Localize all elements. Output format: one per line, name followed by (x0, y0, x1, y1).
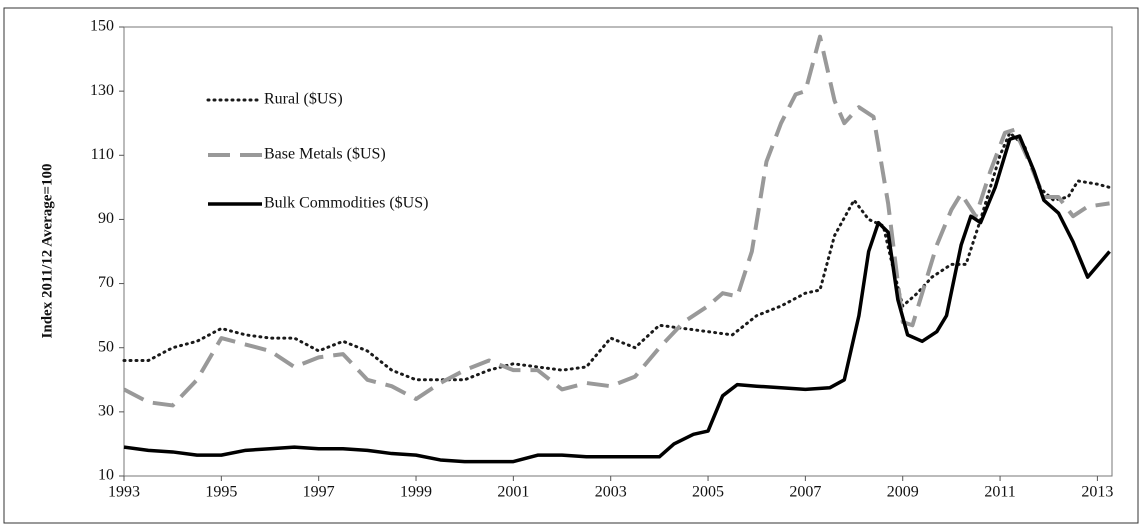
x-tick-label: 1999 (400, 484, 432, 501)
y-axis-label: Index 2011/12 Average=100 (39, 164, 55, 339)
y-tick-label: 150 (90, 18, 114, 35)
y-tick-label: 130 (90, 82, 114, 99)
legend-label: Rural ($US) (264, 91, 343, 108)
y-tick-label: 70 (98, 274, 114, 291)
y-tick-label: 90 (98, 210, 114, 227)
x-tick-label: 1997 (303, 484, 335, 501)
x-tick-label: 2007 (789, 484, 821, 501)
series-line (123, 134, 1111, 464)
x-tick-label: 2009 (887, 484, 919, 501)
series-line (122, 131, 1112, 382)
chart-frame (3, 7, 1139, 524)
legend-label: Base Metals ($US) (264, 146, 386, 163)
x-tick-label: 2003 (595, 484, 627, 501)
legend-label: Bulk Commodities ($US) (264, 195, 428, 212)
x-tick-label: 1993 (108, 484, 140, 501)
plot-frame (123, 26, 1113, 477)
y-tick-label: 50 (98, 338, 114, 355)
y-tick-label: 10 (98, 467, 114, 484)
x-tick-label: 2001 (497, 484, 529, 501)
x-tick-label: 2005 (692, 484, 724, 501)
y-tick-label: 110 (91, 146, 114, 163)
y-tick-label: 30 (98, 403, 114, 420)
x-tick-label: 2013 (1081, 484, 1113, 501)
x-tick-label: 1995 (205, 484, 237, 501)
series-line (123, 34, 1110, 408)
x-tick-label: 2011 (984, 484, 1015, 501)
